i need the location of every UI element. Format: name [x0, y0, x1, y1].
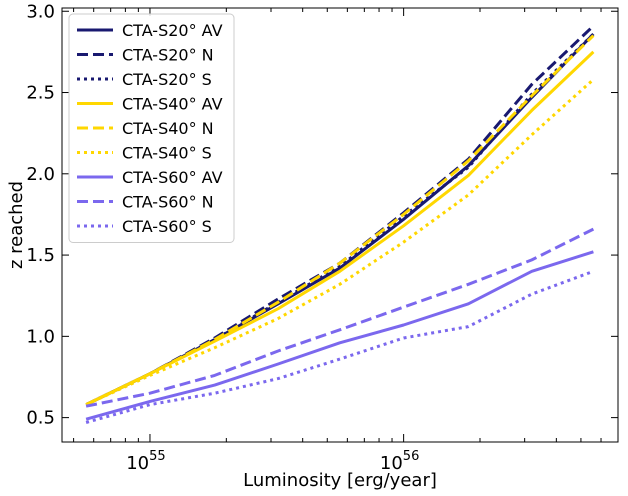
series-line-3 — [85, 50, 595, 406]
series-line-4 — [85, 34, 595, 406]
x-tick-base: 10 — [126, 453, 149, 474]
x-tick-exponent: 55 — [149, 449, 166, 464]
x-tick-exponent: 56 — [403, 449, 420, 464]
y-tick-label: 1.0 — [26, 326, 55, 347]
series-line-8 — [85, 269, 594, 424]
series-line-7 — [85, 227, 595, 408]
x-tick-label: 1055 — [126, 449, 165, 474]
plot-frame — [61, 7, 619, 443]
series-line-2 — [85, 32, 595, 406]
legend-label-2: CTA-S20° S — [122, 70, 212, 89]
legend-label-8: CTA-S60° S — [122, 217, 212, 236]
legend-label-7: CTA-S60° N — [122, 193, 214, 212]
x-tick-base: 10 — [380, 453, 403, 474]
x-axis-label: Luminosity [erg/year] — [243, 470, 437, 491]
y-tick-label: 2.5 — [26, 83, 55, 104]
x-tick-label: 1056 — [380, 449, 419, 474]
y-tick-label: 0.5 — [26, 408, 55, 429]
legend-label-6: CTA-S60° AV — [122, 168, 223, 187]
y-tick-label: 2.0 — [26, 164, 55, 185]
series-line-5 — [85, 78, 595, 406]
legend-label-3: CTA-S40° AV — [122, 95, 223, 114]
legend-label-4: CTA-S40° N — [122, 119, 214, 138]
legend: CTA-S20° AV CTA-S20° N CTA-S20° S CTA-S40° … — [68, 13, 235, 243]
y-tick-label: 3.0 — [26, 1, 55, 22]
y-tick-label: 1.5 — [26, 245, 55, 266]
series-line-6 — [85, 250, 594, 421]
y-axis-label: z reached — [6, 181, 27, 269]
legend-label-0: CTA-S20° AV — [122, 21, 223, 40]
legend-box — [68, 13, 235, 243]
legend-label-5: CTA-S40° S — [122, 144, 212, 163]
legend-label-1: CTA-S20° N — [122, 46, 214, 65]
series-layer — [85, 24, 595, 424]
